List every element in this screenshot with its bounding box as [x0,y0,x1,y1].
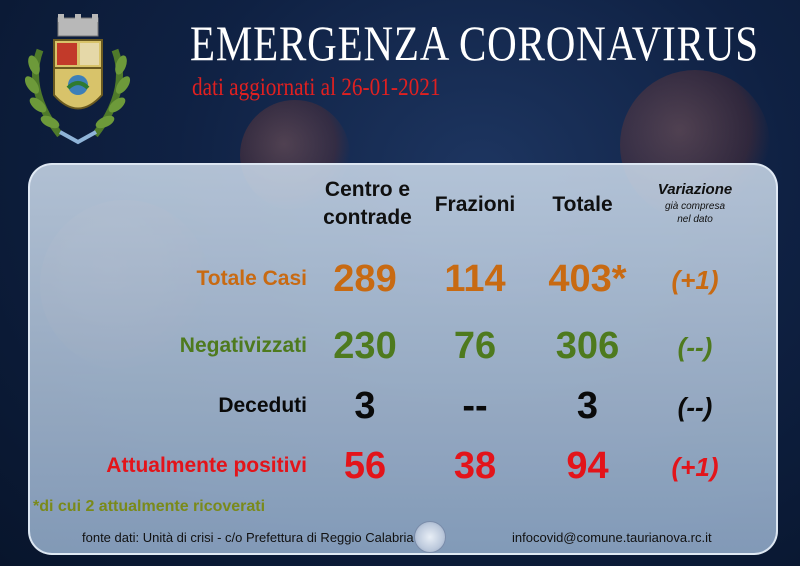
value-totale-casi-centro: 289 [333,258,397,300]
value-deceduti-frazioni: -- [462,385,488,427]
page-title: EMERGENZA CORONAVIRUS [190,15,759,71]
value-negativizzati-totale: 306 [555,325,620,367]
value-totale-casi-totale: 403* [548,258,627,300]
value-totale-casi-frazioni: 114 [444,258,506,300]
value-positivi-centro: 56 [343,445,387,487]
variazione-note: già compresa nel dato [664,201,726,225]
variation-deceduti: (--) [677,392,713,422]
data-panel [28,163,778,555]
column-header-totale: Totale [552,193,613,216]
row-label-attualmente-positivi: Attualmente positivi [106,454,307,477]
variazione-label: Variazione [657,181,733,198]
value-negativizzati-centro: 230 [333,325,397,367]
page-subtitle: dati aggiornati al 26-01-2021 [192,74,441,101]
variation-negativizzati: (--) [677,332,713,362]
value-deceduti-totale: 3 [576,385,599,427]
value-positivi-totale: 94 [566,445,609,487]
value-positivi-frazioni: 38 [453,445,497,487]
prefettura-seal-icon [414,521,446,553]
column-header-frazioni: Frazioni [434,193,516,216]
value-negativizzati-frazioni: 76 [453,325,497,367]
data-source: fonte dati: Unità di crisi - c/o Prefett… [82,530,414,545]
variation-positivi: (+1) [671,452,719,482]
variation-totale-casi: (+1) [671,265,719,295]
row-label-negativizzati: Negativizzati [179,334,307,357]
coat-of-arms-icon [24,14,131,145]
row-label-totale-casi: Totale Casi [196,267,307,290]
contact-email[interactable]: infocovid@comune.taurianova.rc.it [512,530,712,545]
column-header-variazione: Variazione già compresa nel dato [640,181,750,226]
row-label-deceduti: Deceduti [218,394,307,417]
column-header-centro: Centro e contrade [323,178,412,229]
hospitalized-note: *di cui 2 attualmente ricoverati [33,498,266,515]
value-deceduti-centro: 3 [354,385,376,427]
